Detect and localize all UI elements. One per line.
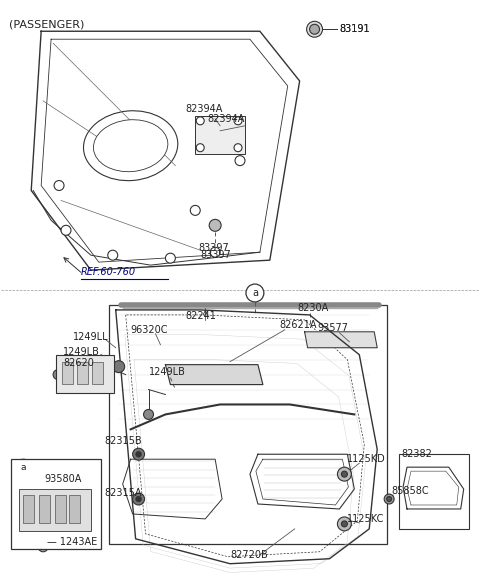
Text: 96320C: 96320C: [131, 325, 168, 335]
Bar: [23, 495, 34, 523]
Circle shape: [136, 496, 142, 502]
Polygon shape: [305, 332, 377, 347]
Bar: [55, 495, 66, 523]
Circle shape: [190, 206, 200, 216]
Text: 83397: 83397: [200, 250, 231, 260]
Bar: [12, 459, 101, 548]
Ellipse shape: [84, 111, 178, 180]
Circle shape: [196, 144, 204, 152]
Bar: [62, 362, 73, 384]
Text: 82382: 82382: [401, 449, 432, 459]
Circle shape: [307, 21, 323, 38]
Circle shape: [235, 156, 245, 166]
Circle shape: [246, 284, 264, 302]
Bar: [69, 495, 80, 523]
Circle shape: [310, 24, 320, 34]
Circle shape: [387, 496, 392, 502]
Bar: [19, 489, 91, 531]
Text: (PASSENGER): (PASSENGER): [9, 19, 84, 29]
Text: 82394A: 82394A: [207, 114, 245, 124]
Text: 82620: 82620: [63, 357, 94, 367]
Text: 82720B: 82720B: [230, 550, 268, 560]
Text: a: a: [252, 288, 258, 298]
Circle shape: [136, 451, 142, 457]
Bar: [109, 305, 387, 544]
Text: 83191: 83191: [339, 24, 370, 34]
Circle shape: [384, 494, 394, 504]
Text: 83397: 83397: [198, 243, 229, 253]
Circle shape: [53, 370, 63, 380]
Circle shape: [210, 247, 220, 257]
Text: 8230A: 8230A: [298, 303, 329, 313]
Text: 1249LL: 1249LL: [73, 332, 108, 342]
Circle shape: [54, 180, 64, 190]
Text: 82394A: 82394A: [185, 104, 223, 114]
Circle shape: [196, 117, 204, 125]
Ellipse shape: [94, 120, 168, 172]
Text: 82315A: 82315A: [105, 488, 142, 498]
Circle shape: [132, 493, 144, 505]
Text: 1249LB: 1249LB: [63, 347, 100, 357]
Bar: [195, 116, 245, 154]
Circle shape: [38, 542, 48, 552]
Circle shape: [113, 360, 125, 373]
Text: 82241: 82241: [185, 311, 216, 321]
Text: 1125KD: 1125KD: [348, 454, 386, 464]
Text: 83191: 83191: [339, 24, 370, 34]
Bar: [399, 454, 468, 529]
Circle shape: [166, 253, 175, 263]
Circle shape: [234, 117, 242, 125]
Bar: [77, 362, 88, 384]
Circle shape: [234, 144, 242, 152]
Text: 82621A: 82621A: [280, 320, 317, 330]
Circle shape: [132, 448, 144, 460]
Polygon shape: [166, 364, 263, 384]
Bar: [92, 362, 103, 384]
Circle shape: [61, 226, 71, 235]
Circle shape: [41, 545, 45, 548]
Circle shape: [341, 471, 348, 477]
Circle shape: [337, 467, 351, 481]
Circle shape: [337, 517, 351, 531]
Text: 93580A: 93580A: [44, 474, 82, 484]
Bar: [56, 355, 114, 393]
Text: 82315B: 82315B: [105, 437, 143, 447]
Text: 1249LB: 1249LB: [148, 367, 185, 377]
Circle shape: [15, 459, 31, 475]
Text: 85858C: 85858C: [391, 486, 429, 496]
Text: — 1243AE: — 1243AE: [47, 537, 97, 547]
Circle shape: [108, 250, 118, 260]
Circle shape: [341, 521, 348, 527]
Text: 1125KC: 1125KC: [348, 514, 385, 524]
Text: 93577: 93577: [318, 323, 348, 333]
Bar: [39, 495, 50, 523]
Circle shape: [209, 219, 221, 231]
Text: REF.60-760: REF.60-760: [81, 267, 136, 277]
Circle shape: [144, 410, 154, 420]
Text: a: a: [21, 463, 26, 472]
